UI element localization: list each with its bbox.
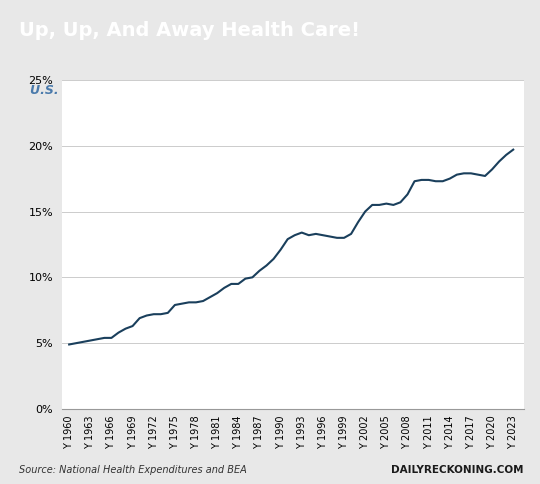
Text: U.S. Health Expenditures Share of GDP: U.S. Health Expenditures Share of GDP <box>30 84 305 96</box>
Text: Up, Up, And Away Health Care!: Up, Up, And Away Health Care! <box>19 21 360 40</box>
Text: Source: National Health Expenditures and BEA: Source: National Health Expenditures and… <box>19 465 247 475</box>
Text: DAILYRECKONING.COM: DAILYRECKONING.COM <box>392 465 524 475</box>
